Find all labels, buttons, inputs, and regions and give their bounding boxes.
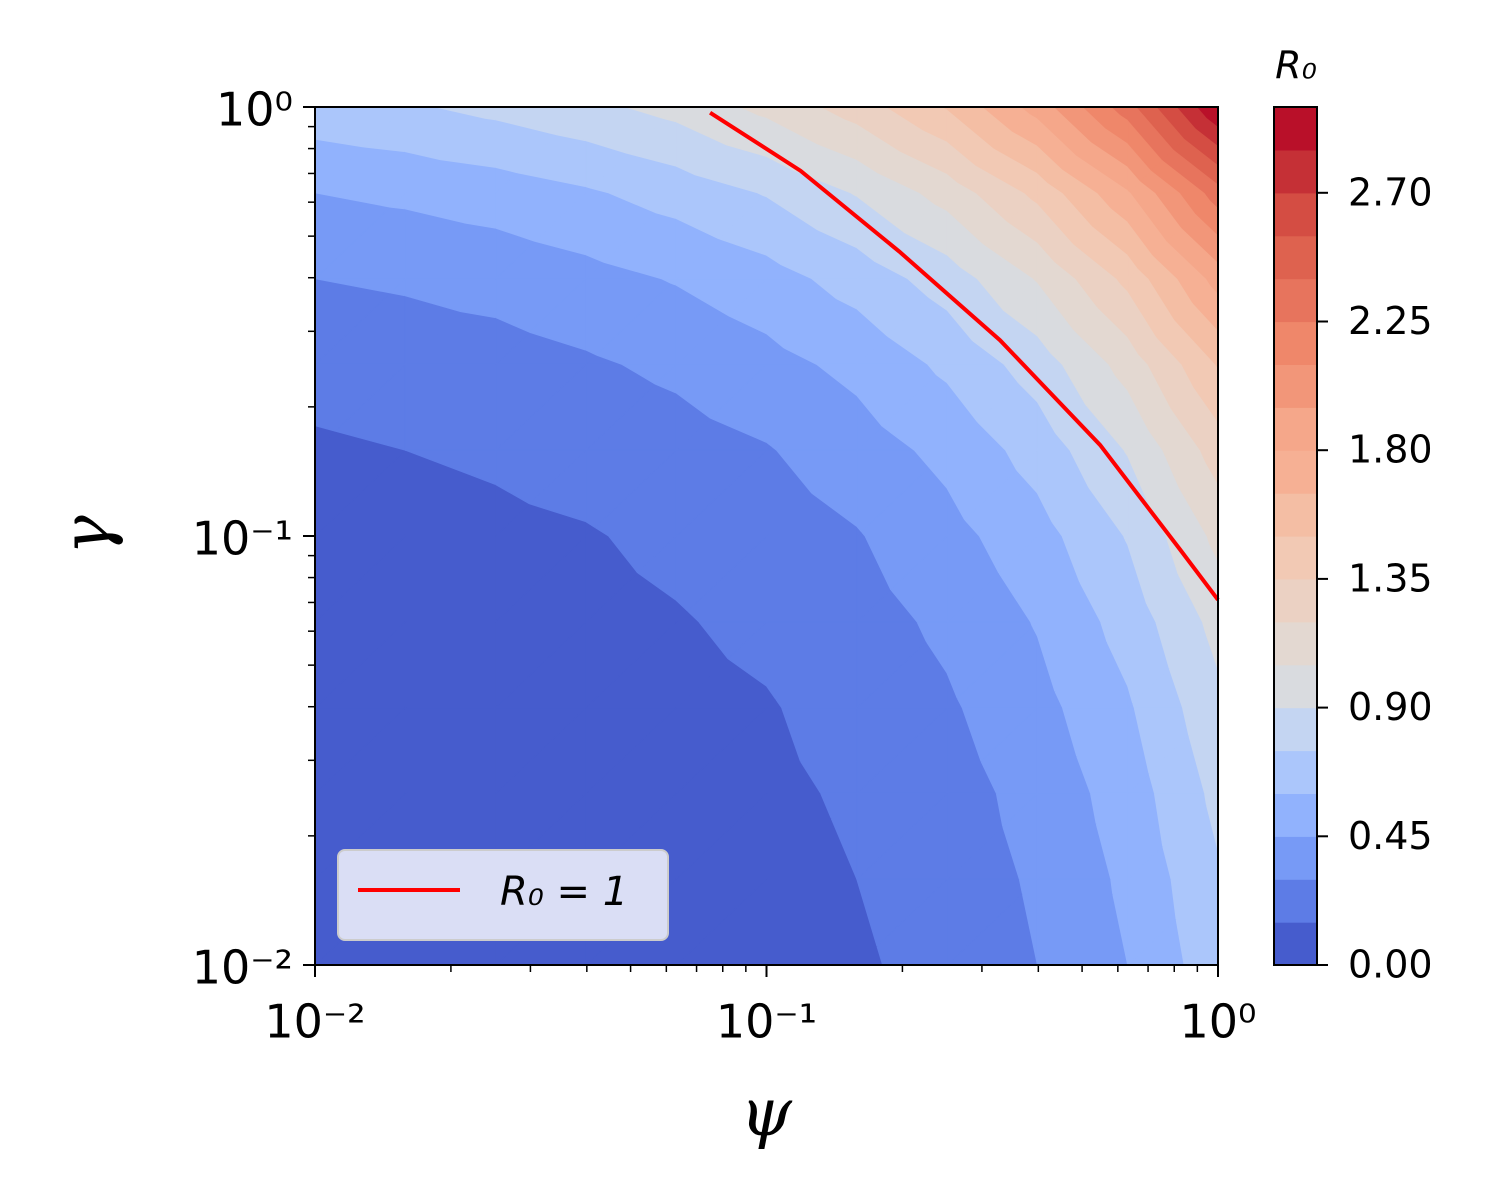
colorbar-band (1274, 450, 1317, 494)
colorbar-tick-label: 0.00 (1348, 943, 1433, 987)
colorbar-tick-label: 2.25 (1348, 299, 1433, 343)
legend-label: R₀ = 1 (500, 869, 628, 915)
y-tick-label: 10⁻¹ (192, 512, 293, 566)
colorbar-band (1274, 192, 1317, 237)
colorbar-band (1274, 364, 1317, 408)
colorbar-band (1274, 149, 1317, 194)
colorbar-band (1274, 621, 1317, 666)
colorbar-tick-label: 1.80 (1348, 428, 1433, 472)
y-tick-label: 10⁻² (192, 941, 293, 995)
colorbar-band (1274, 922, 1317, 966)
colorbar-band (1274, 879, 1317, 923)
colorbar-band (1274, 536, 1317, 580)
colorbar-band (1274, 107, 1317, 151)
x-axis-label: ψ (740, 1074, 793, 1151)
colorbar-band (1274, 664, 1317, 709)
legend-box (337, 849, 669, 941)
overlay: 10⁻² 10⁻¹ 10⁰ 10⁻² 10⁻¹ 10⁰ 0.00 0.45 0.90 1.35 1.… (192, 83, 1433, 1049)
colorbar-band (1274, 707, 1317, 752)
colorbar-band (1274, 750, 1317, 794)
colorbar-band (1274, 278, 1317, 323)
colorbar-band (1274, 793, 1317, 837)
colorbar-band (1274, 235, 1317, 280)
plot-area (314, 106, 1219, 966)
colorbar-tick-label: 0.90 (1348, 685, 1433, 729)
x-tick-label: 10⁻¹ (716, 995, 817, 1049)
colorbar-band (1274, 836, 1317, 880)
colorbar-frame (1273, 106, 1318, 966)
colorbar-band (1274, 321, 1317, 365)
colorbar-tick-label: 2.70 (1348, 170, 1433, 214)
y-tick-label: 10⁰ (216, 83, 293, 137)
colorbar-tick-label: 0.45 (1348, 814, 1433, 858)
y-axis-label: γ (48, 515, 125, 555)
colorbar-band (1274, 493, 1317, 537)
colorbar-label: R₀ (1275, 44, 1317, 88)
colorbar-band (1274, 407, 1317, 451)
x-tick-label: 10⁰ (1180, 995, 1257, 1049)
colorbar-tick-label: 1.35 (1348, 556, 1433, 600)
x-tick-label: 10⁻² (264, 995, 365, 1049)
colorbar-band (1274, 578, 1317, 623)
contour-line (709, 110, 1220, 602)
